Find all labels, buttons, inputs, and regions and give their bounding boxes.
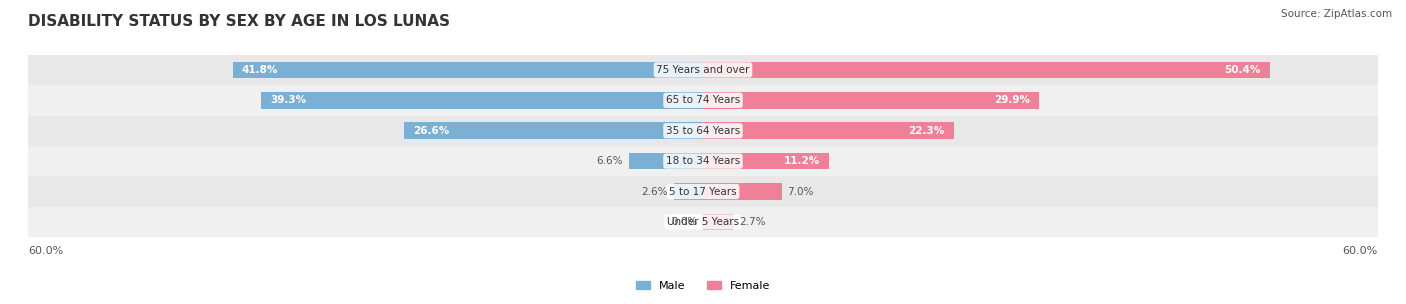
Bar: [703, 153, 830, 170]
Text: 65 to 74 Years: 65 to 74 Years: [666, 95, 740, 105]
Text: 11.2%: 11.2%: [783, 156, 820, 166]
Bar: [28, 55, 1378, 85]
Text: 5 to 17 Years: 5 to 17 Years: [669, 187, 737, 196]
Text: 75 Years and over: 75 Years and over: [657, 65, 749, 75]
Text: 39.3%: 39.3%: [270, 95, 307, 105]
Text: 2.6%: 2.6%: [641, 187, 668, 196]
Text: 26.6%: 26.6%: [413, 126, 449, 136]
Text: 29.9%: 29.9%: [994, 95, 1031, 105]
Bar: [703, 123, 953, 139]
Bar: [28, 85, 1378, 116]
Text: 6.6%: 6.6%: [596, 156, 623, 166]
Text: 0.0%: 0.0%: [671, 217, 697, 227]
Text: 2.7%: 2.7%: [740, 217, 765, 227]
Bar: [28, 116, 1378, 146]
Bar: [628, 153, 703, 170]
Text: 35 to 64 Years: 35 to 64 Years: [666, 126, 740, 136]
Text: 60.0%: 60.0%: [1343, 246, 1378, 256]
Legend: Male, Female: Male, Female: [631, 276, 775, 295]
Bar: [233, 62, 703, 78]
Text: 41.8%: 41.8%: [242, 65, 278, 75]
Text: 18 to 34 Years: 18 to 34 Years: [666, 156, 740, 166]
Bar: [703, 183, 782, 200]
Bar: [703, 213, 734, 230]
Bar: [703, 92, 1039, 109]
Text: 50.4%: 50.4%: [1225, 65, 1261, 75]
Bar: [28, 176, 1378, 207]
Text: 7.0%: 7.0%: [787, 187, 814, 196]
Bar: [703, 62, 1270, 78]
Text: Under 5 Years: Under 5 Years: [666, 217, 740, 227]
Bar: [404, 123, 703, 139]
Bar: [28, 207, 1378, 237]
Text: 22.3%: 22.3%: [908, 126, 945, 136]
Bar: [673, 183, 703, 200]
Text: DISABILITY STATUS BY SEX BY AGE IN LOS LUNAS: DISABILITY STATUS BY SEX BY AGE IN LOS L…: [28, 14, 450, 29]
Bar: [28, 146, 1378, 176]
Bar: [262, 92, 703, 109]
Text: Source: ZipAtlas.com: Source: ZipAtlas.com: [1281, 9, 1392, 19]
Text: 60.0%: 60.0%: [28, 246, 63, 256]
